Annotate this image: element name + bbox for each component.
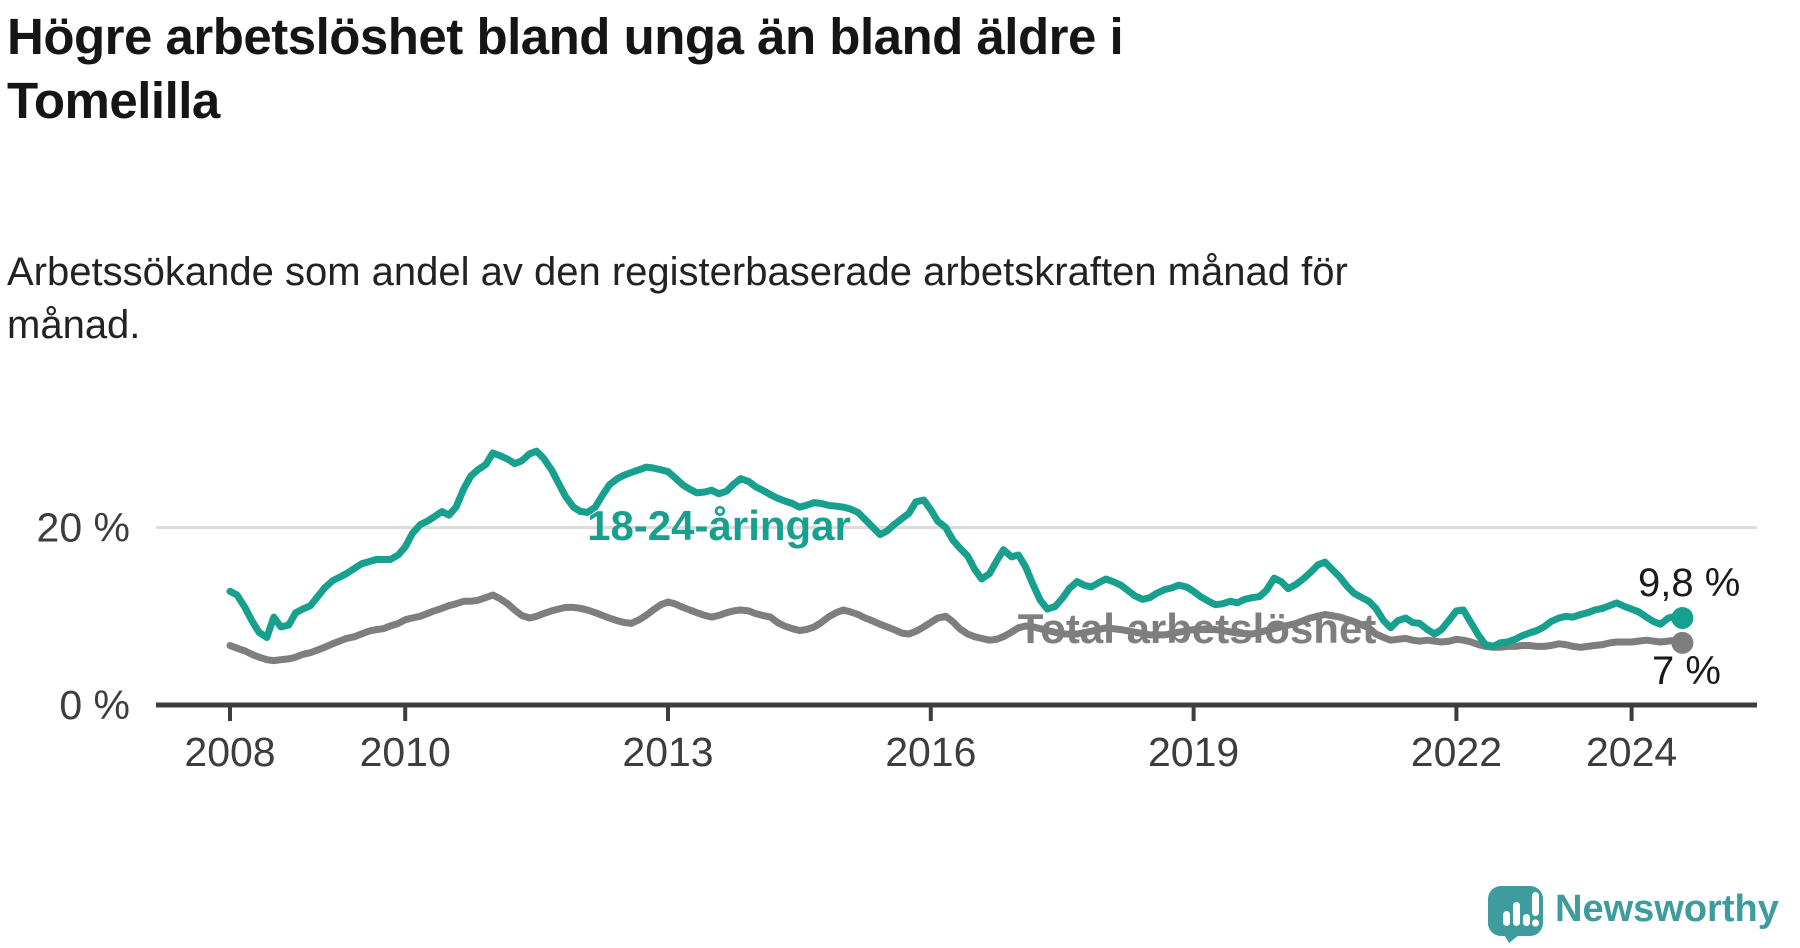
newsworthy-logo-icon — [1488, 886, 1543, 943]
series-inline-label-total: Total arbetslöshet — [1018, 605, 1377, 652]
series-end-dot-total — [1671, 631, 1694, 654]
page-subtitle: Arbetssökande som andel av den registerb… — [7, 250, 1348, 347]
x-tick-label: 2013 — [622, 729, 713, 775]
series-inline-label-youth: 18-24-åringar — [587, 502, 851, 549]
x-tick-label: 2016 — [885, 729, 976, 775]
series-end-dot-youth — [1671, 607, 1694, 630]
y-tick-label: 20 % — [37, 505, 130, 551]
brand-name: Newsworthy — [1555, 887, 1779, 930]
x-tick-label: 2019 — [1148, 729, 1239, 775]
x-tick-label: 2024 — [1586, 729, 1677, 775]
series-end-value-youth: 9,8 % — [1638, 561, 1740, 605]
y-tick-label: 0 % — [59, 682, 130, 728]
series-line-total — [226, 591, 1686, 665]
x-tick-label: 2022 — [1411, 729, 1502, 775]
series-end-value-total: 7 % — [1652, 649, 1721, 693]
newsworthy-brand: Newsworthy — [1488, 882, 1779, 944]
page-title: Högre arbetslöshet bland unga än bland ä… — [7, 8, 1124, 129]
series-line-youth — [226, 447, 1686, 650]
x-tick-label: 2008 — [184, 729, 275, 775]
x-tick-label: 2010 — [360, 729, 451, 775]
